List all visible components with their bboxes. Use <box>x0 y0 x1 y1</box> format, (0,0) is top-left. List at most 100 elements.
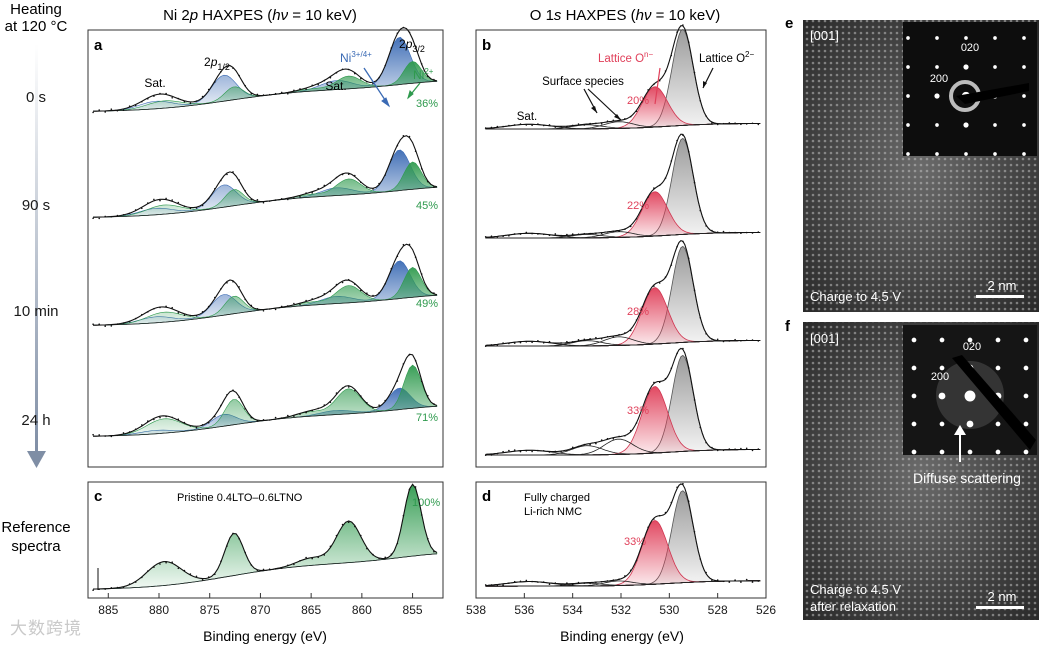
diffraction-spot <box>1023 421 1029 427</box>
ni-data-point <box>372 294 374 297</box>
o-data-point <box>751 449 754 452</box>
o-lattice-component <box>485 245 761 347</box>
o-data-point <box>566 449 568 452</box>
o-data-point <box>658 282 661 284</box>
o-data-point <box>531 450 533 453</box>
o-data-point <box>548 234 551 237</box>
o-data-point <box>635 218 638 220</box>
ni-data-point <box>262 310 265 312</box>
o-data-point <box>542 581 545 583</box>
ni-data-point <box>189 102 192 105</box>
ni-panel-title: Ni 2p HAXPES (hν = 10 keV) <box>163 7 357 24</box>
ni-data-point <box>134 104 137 107</box>
o-data-point <box>542 233 545 236</box>
o-data-point <box>647 526 649 529</box>
o-data-point <box>519 233 522 235</box>
ni-x-tick-label: 865 <box>301 603 321 617</box>
heating-time-arrow <box>35 44 38 453</box>
tem-e-scale-label: 2 nm <box>988 278 1017 293</box>
ni-data-point <box>189 573 192 575</box>
o-data-point <box>734 231 736 234</box>
o-data-point <box>525 341 528 343</box>
ni34-component <box>93 149 438 218</box>
o-data-point <box>740 340 742 342</box>
diffraction-spot <box>993 123 997 127</box>
o-data-point <box>647 293 649 295</box>
o-data-point <box>571 341 574 343</box>
ni-data-point <box>226 282 228 284</box>
ni-envelope-line <box>93 353 438 437</box>
diffraction-spot <box>1023 337 1029 343</box>
o-data-point <box>525 579 528 582</box>
ni-data-point <box>390 391 393 393</box>
ni-data-point <box>427 287 429 290</box>
ni-data-point <box>226 65 228 68</box>
o-data-point <box>705 571 707 574</box>
ni-data-point <box>159 92 161 95</box>
ni-data-point <box>147 570 149 572</box>
o-data-point <box>496 452 499 455</box>
ni-data-point <box>414 486 417 488</box>
o-lattice-component <box>485 137 761 239</box>
ni-data-point <box>214 81 216 83</box>
o-lattice-on-percent: 28% <box>627 306 649 318</box>
ni-data-point <box>159 306 161 309</box>
o-data-point <box>508 582 510 584</box>
ni-data-point <box>305 299 307 302</box>
ni-data-point <box>214 573 216 576</box>
o-data-point <box>496 236 499 238</box>
o-data-point <box>577 445 580 448</box>
tem-f-beam-stop <box>952 355 1036 450</box>
o-data-point <box>629 569 632 572</box>
o-data-point <box>537 233 539 235</box>
o-data-point <box>693 181 696 184</box>
ni-data-point <box>378 76 380 79</box>
o-data-point <box>664 276 667 278</box>
ni-data-point <box>122 109 125 111</box>
o-data-point <box>537 123 539 125</box>
o-data-point <box>595 122 597 125</box>
o-lattice-on-component <box>485 520 761 587</box>
ni-data-point <box>92 323 94 326</box>
o-data-point <box>554 582 557 584</box>
ni-data-point <box>335 283 338 286</box>
ni-data-point <box>287 305 289 307</box>
o-data-point <box>711 122 713 124</box>
ni-data-point <box>384 399 387 402</box>
ni-data-point <box>390 553 393 555</box>
ni-data-point <box>171 416 173 419</box>
ni-data-point <box>141 313 143 316</box>
o-surface-arrowhead-2 <box>614 114 621 120</box>
o-data-point <box>722 340 725 343</box>
heating-temp-label: at 120 °C <box>5 18 68 35</box>
tem-f-caption-2: after relaxation <box>810 599 896 614</box>
o-data-point <box>722 580 725 583</box>
ni-data-point <box>195 575 198 578</box>
ni-data-point <box>134 317 137 320</box>
ni-data-point <box>92 589 94 591</box>
o-data-point <box>606 231 609 233</box>
o-data-point <box>629 429 632 432</box>
ni-x-tick-label: 855 <box>403 603 423 617</box>
o-data-point <box>490 126 493 129</box>
o-data-point <box>670 367 673 370</box>
panel-c-label: c <box>94 488 102 505</box>
o-data-point <box>537 581 539 583</box>
ni-data-point <box>274 92 277 95</box>
o-data-point <box>519 450 522 453</box>
tem-f-diffuse-arrowhead <box>954 425 966 435</box>
ni-data-point <box>329 290 332 293</box>
ni-data-point <box>195 207 198 209</box>
o-data-point <box>641 205 644 208</box>
diffraction-spot <box>935 65 939 69</box>
o-data-point <box>687 367 690 369</box>
panel-b-label: b <box>482 37 491 54</box>
ni-data-point <box>274 308 277 311</box>
ni-data-point <box>414 150 417 152</box>
tem-e-zone: [001] <box>810 28 839 43</box>
ni-data-point <box>214 296 216 299</box>
ni-ref-label: Pristine 0.4LTO–0.6LTNO <box>177 492 303 504</box>
ni-data-point <box>427 180 429 183</box>
ni34-arrowhead <box>381 97 391 108</box>
ni-data-point <box>354 389 356 392</box>
